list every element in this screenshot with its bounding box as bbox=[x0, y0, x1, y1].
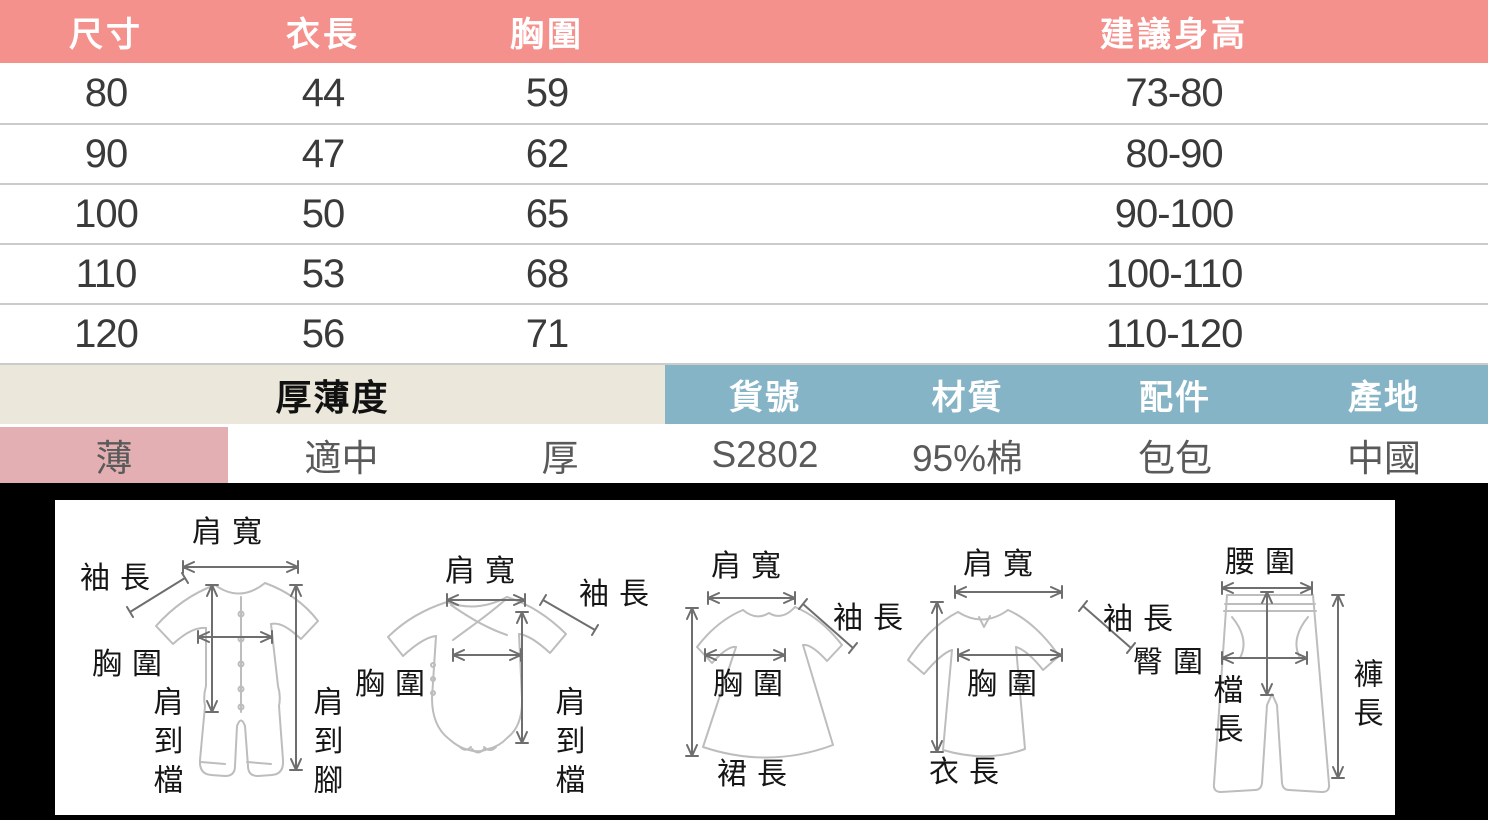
dress-skirt-length-label: 裙長 bbox=[717, 757, 797, 792]
col-header-chest: 胸圍 bbox=[510, 16, 584, 54]
bodysuit-sleeve-length-label: 袖長 bbox=[579, 577, 659, 612]
top-dimension-lines bbox=[930, 585, 1136, 753]
cell-size: 120 bbox=[74, 311, 139, 356]
cell-size: 110 bbox=[75, 251, 138, 296]
cell-chest: 68 bbox=[525, 251, 570, 296]
cell-height: 100-110 bbox=[1105, 251, 1244, 296]
pants-dimension-lines bbox=[1221, 581, 1345, 779]
thickness-option-thin: 薄 bbox=[0, 427, 228, 483]
measurement-diagram-band: 肩寬 袖長 胸圍 肩到檔 肩到腳 肩寬 袖長 胸圍 肩到檔 肩寬 袖長 胸圍 裙… bbox=[0, 483, 1488, 820]
cell-length: 50 bbox=[301, 191, 346, 236]
romper-shoulder-to-foot-label: 肩到腳 bbox=[307, 686, 343, 803]
pants-length-label: 褲長 bbox=[1347, 658, 1383, 736]
table-row: 110 53 68 100-110 bbox=[0, 243, 1488, 303]
col-header-size: 尺寸 bbox=[69, 16, 143, 54]
dress-chest-label: 胸圍 bbox=[713, 667, 793, 702]
romper-shoulder-width-label: 肩寬 bbox=[192, 515, 272, 550]
top-chest-label: 胸圍 bbox=[967, 667, 1047, 702]
item-no-header: 貨號 bbox=[665, 365, 865, 424]
bodysuit-dimension-lines bbox=[446, 593, 599, 744]
table-row: 90 47 62 80-90 bbox=[0, 123, 1488, 183]
material-value: 95%棉 bbox=[911, 438, 1024, 479]
origin-header: 產地 bbox=[1280, 365, 1488, 424]
top-sleeve-length-label: 袖長 bbox=[1103, 602, 1183, 637]
cell-size: 100 bbox=[74, 191, 139, 236]
table-row: 100 50 65 90-100 bbox=[0, 183, 1488, 243]
bodysuit-chest-label: 胸圍 bbox=[355, 667, 435, 702]
cell-height: 73-80 bbox=[1125, 70, 1223, 115]
dress-dimension-lines bbox=[685, 591, 858, 757]
col-header-height: 建議身高 bbox=[1100, 16, 1248, 54]
romper-figure bbox=[155, 582, 319, 777]
cell-length: 56 bbox=[301, 311, 346, 356]
cell-height: 90-100 bbox=[1114, 191, 1235, 236]
info-values-row: 薄 適中 厚 S2802 95%棉 包包 中國 bbox=[0, 427, 1488, 483]
cell-size: 90 bbox=[84, 131, 129, 176]
cell-chest: 62 bbox=[525, 131, 570, 176]
dress-sleeve-length-label: 袖長 bbox=[833, 601, 913, 636]
table-row: 80 44 59 73-80 bbox=[0, 63, 1488, 123]
cell-chest: 59 bbox=[525, 70, 570, 115]
accessory-header: 配件 bbox=[1070, 365, 1280, 424]
garment-diagrams-svg bbox=[126, 560, 1345, 793]
cell-size: 80 bbox=[84, 70, 129, 115]
size-table-header-row: 尺寸 衣長 胸圍 建議身高 bbox=[0, 0, 1488, 63]
thickness-option-thick: 厚 bbox=[541, 438, 579, 479]
romper-chest-label: 胸圍 bbox=[92, 647, 172, 682]
size-table: 尺寸 衣長 胸圍 建議身高 80 44 59 73-80 90 47 62 80… bbox=[0, 0, 1488, 363]
bodysuit-shoulder-width-label: 肩寬 bbox=[445, 554, 525, 589]
dress-shoulder-width-label: 肩寬 bbox=[711, 549, 791, 584]
cell-length: 47 bbox=[301, 131, 346, 176]
bodysuit-figure bbox=[387, 596, 567, 754]
romper-dimension-lines bbox=[126, 560, 303, 771]
cell-height: 80-90 bbox=[1125, 131, 1223, 176]
romper-sleeve-length-label: 袖長 bbox=[80, 561, 160, 596]
cell-length: 44 bbox=[301, 70, 346, 115]
table-row: 120 56 71 110-120 bbox=[0, 303, 1488, 363]
measurement-diagram-panel: 肩寬 袖長 胸圍 肩到檔 肩到腳 肩寬 袖長 胸圍 肩到檔 肩寬 袖長 胸圍 裙… bbox=[55, 500, 1395, 815]
pants-crotch-length-label: 檔長 bbox=[1207, 674, 1243, 752]
top-shoulder-width-label: 肩寬 bbox=[963, 547, 1043, 582]
bodysuit-shoulder-to-crotch-label: 肩到檔 bbox=[549, 686, 585, 803]
pants-hip-label: 臀圍 bbox=[1133, 645, 1213, 680]
pants-waist-label: 腰圍 bbox=[1225, 545, 1305, 580]
info-header-row: 厚薄度 貨號 材質 配件 產地 bbox=[0, 363, 1488, 427]
cell-length: 53 bbox=[301, 251, 346, 296]
romper-shoulder-to-crotch-label: 肩到檔 bbox=[147, 686, 183, 803]
accessory-value: 包包 bbox=[1138, 438, 1212, 479]
cell-height: 110-120 bbox=[1105, 311, 1244, 356]
thickness-option-medium: 適中 bbox=[304, 438, 379, 479]
col-header-length: 衣長 bbox=[286, 16, 360, 54]
item-no-value: S2802 bbox=[711, 434, 819, 475]
thickness-header: 厚薄度 bbox=[0, 365, 665, 424]
material-header: 材質 bbox=[865, 365, 1070, 424]
top-garment-length-label: 衣長 bbox=[929, 755, 1009, 790]
origin-value: 中國 bbox=[1347, 438, 1421, 479]
cell-chest: 71 bbox=[525, 311, 570, 356]
cell-chest: 65 bbox=[525, 191, 570, 236]
